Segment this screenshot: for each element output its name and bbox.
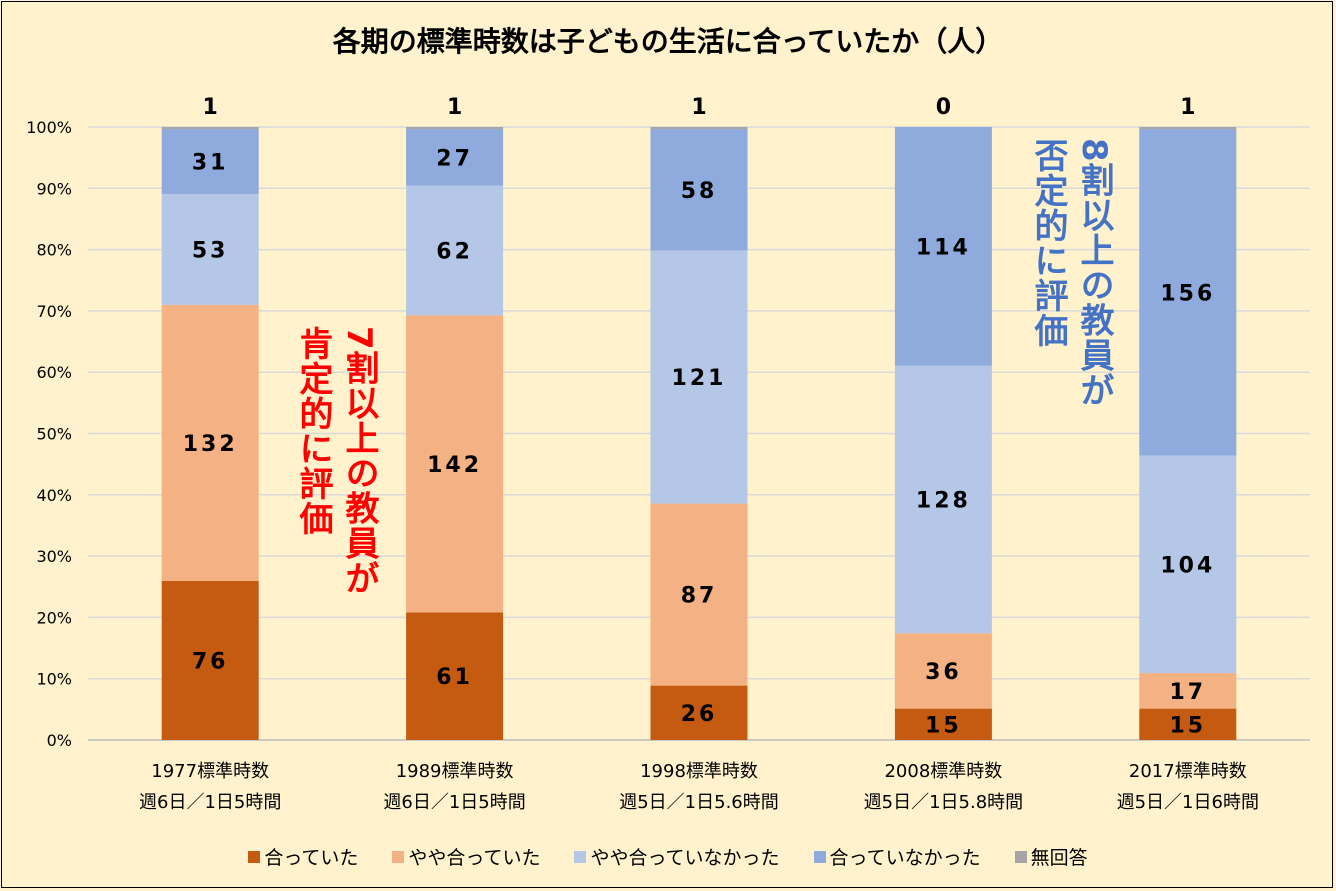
x-tick-label: 2008標準時数 <box>884 761 1002 782</box>
y-tick-label: 0% <box>47 731 72 750</box>
data-label: 114 <box>916 235 971 260</box>
data-label: 53 <box>192 238 229 263</box>
x-tick-sublabel: 週5日／1日5.8時間 <box>864 792 1024 813</box>
bar-segment <box>1139 673 1237 709</box>
legend: 合っていた やや合っていた やや合っていなかった 合っていなかった 無回答 <box>0 843 1336 870</box>
legend-swatch <box>392 850 405 863</box>
bar-segment <box>161 127 259 130</box>
y-tick-label: 30% <box>36 547 72 566</box>
data-label-no-answer: 1 <box>447 95 462 120</box>
bar-segment <box>406 129 504 186</box>
data-label: 87 <box>681 584 718 609</box>
data-label: 26 <box>681 702 718 727</box>
x-tick-label: 1977標準時数 <box>151 761 269 782</box>
data-label: 104 <box>1160 553 1215 578</box>
annotation-negative-line1: 8割以上の教員が <box>1074 138 1114 408</box>
bar-segment <box>650 685 748 740</box>
data-label: 121 <box>672 366 727 391</box>
bar-segment <box>894 127 992 366</box>
annotation-negative-line2: 否定的に評価 <box>1028 138 1068 348</box>
bar-segment <box>406 185 504 316</box>
x-tick-label: 1998標準時数 <box>640 761 758 782</box>
bar-segment <box>894 365 992 634</box>
x-tick-label: 2017標準時数 <box>1129 761 1247 782</box>
bar-segment <box>406 315 504 613</box>
y-tick-label: 40% <box>36 486 72 505</box>
data-label: 31 <box>192 151 229 176</box>
annotation-positive-line2: 肯定的に評価 <box>293 326 333 536</box>
legend-item: 合っていた <box>248 843 358 870</box>
legend-swatch <box>813 850 826 863</box>
x-tick-sublabel: 週5日／1日6時間 <box>1117 792 1259 813</box>
data-label-no-answer: 1 <box>203 95 218 120</box>
bar-segment <box>1139 127 1237 130</box>
chart-title: 各期の標準時数は子どもの生活に合っていたか（人） <box>332 25 1004 58</box>
legend-label: 合っていなかった <box>829 847 981 869</box>
y-tick-label: 70% <box>36 302 72 321</box>
y-tick-label: 80% <box>36 241 72 260</box>
legend-swatch <box>248 850 261 863</box>
data-label: 142 <box>427 453 482 478</box>
data-label: 58 <box>681 179 718 204</box>
data-label: 132 <box>183 432 238 457</box>
annotation-negative: 8割以上の教員が 否定的に評価 <box>1025 138 1117 408</box>
data-label: 15 <box>925 713 962 738</box>
y-tick-label: 50% <box>36 425 72 444</box>
legend-item: 無回答 <box>1014 843 1088 870</box>
data-label: 27 <box>436 146 473 171</box>
bar-segment <box>161 304 259 581</box>
bar-segment <box>650 250 748 504</box>
data-label: 61 <box>436 665 473 690</box>
x-tick-sublabel: 週5日／1日5.6時間 <box>619 792 779 813</box>
y-tick-label: 90% <box>36 179 72 198</box>
bar-segment <box>406 127 504 130</box>
legend-item: やや合っていた <box>392 843 540 870</box>
bar-segment <box>650 129 748 251</box>
data-label: 15 <box>1169 713 1206 738</box>
legend-swatch <box>574 850 587 863</box>
legend-swatch <box>1014 850 1027 863</box>
data-label: 76 <box>192 649 229 674</box>
x-tick-sublabel: 週6日／1日5時間 <box>139 792 281 813</box>
y-tick-label: 60% <box>36 363 72 382</box>
y-tick-label: 10% <box>36 670 72 689</box>
data-label: 36 <box>925 660 962 685</box>
legend-item: やや合っていなかった <box>574 843 780 870</box>
bar-segment <box>406 612 504 740</box>
data-label-no-answer: 1 <box>1180 95 1195 120</box>
data-label: 62 <box>436 239 473 264</box>
bar-segment <box>1139 708 1237 740</box>
data-label-no-answer: 1 <box>691 95 706 120</box>
legend-label: やや合っていた <box>408 847 541 869</box>
annotation-positive-line1: 7割以上の教員が <box>339 326 379 596</box>
legend-label: 無回答 <box>1030 847 1088 869</box>
y-tick-label: 100% <box>26 118 72 137</box>
legend-label: やや合っていなかった <box>590 847 780 869</box>
bar-segment <box>161 129 259 194</box>
legend-item: 合っていなかった <box>813 843 981 870</box>
data-label: 17 <box>1169 680 1206 705</box>
bar-segment <box>650 503 748 686</box>
bar-segment <box>1139 129 1237 456</box>
bar-segment <box>894 633 992 709</box>
bar-segment <box>1139 455 1237 674</box>
bar-segment <box>894 708 992 740</box>
x-tick-label: 1989標準時数 <box>396 761 514 782</box>
bar-segment <box>161 580 259 740</box>
data-label: 156 <box>1160 281 1215 306</box>
data-label: 128 <box>916 488 971 513</box>
x-tick-sublabel: 週6日／1日5時間 <box>383 792 525 813</box>
annotation-positive: 7割以上の教員が 肯定的に評価 <box>290 326 382 596</box>
y-tick-label: 20% <box>36 608 72 627</box>
bar-segment <box>161 193 259 305</box>
data-label-no-answer: 0 <box>936 95 951 120</box>
bar-segment <box>650 127 748 130</box>
legend-label: 合っていた <box>264 847 359 869</box>
